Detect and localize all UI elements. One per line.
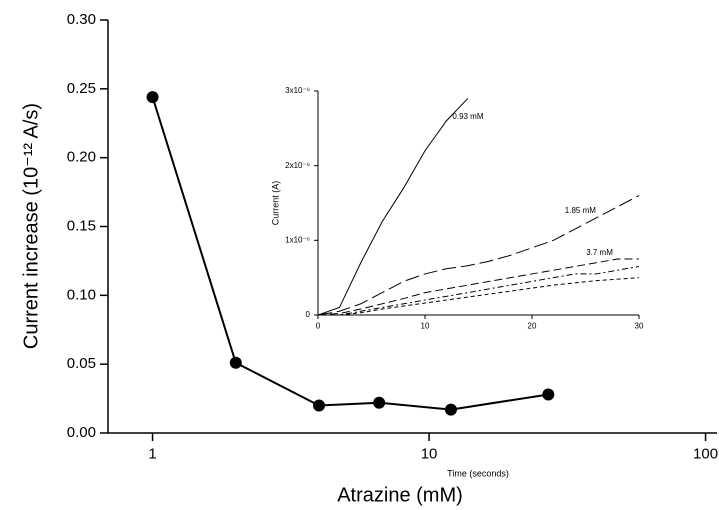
y-tick-label: 0.05 — [67, 355, 96, 372]
marker — [313, 399, 326, 412]
y-tick-label: 0.15 — [67, 217, 96, 234]
marker — [146, 91, 159, 104]
line — [318, 98, 469, 315]
marker — [373, 396, 386, 409]
y-tick-label: 0.10 — [67, 286, 96, 303]
x-tick-label: 100 — [693, 445, 718, 462]
marker — [444, 403, 457, 416]
y-tick-label: 0.20 — [67, 149, 96, 166]
y-tick-label: 0.25 — [67, 80, 96, 97]
series-label: 3.7 mM — [586, 248, 613, 257]
y-axis-label: Current increase (10⁻¹² A/s) — [20, 103, 42, 349]
x-tick-label: 0 — [316, 321, 321, 330]
y-tick-label: 1x10⁻⁶ — [285, 235, 310, 244]
line — [318, 265, 639, 315]
line — [151, 96, 549, 411]
x-tick-label: 20 — [528, 321, 537, 330]
marker — [542, 388, 555, 401]
y-tick-label: 0.30 — [67, 11, 96, 28]
y-tick-label: 2x10⁻⁶ — [285, 161, 310, 170]
y-tick-label: 0.00 — [67, 424, 96, 441]
y-tick-label: 3x10⁻⁶ — [285, 86, 310, 95]
line — [318, 258, 639, 315]
x-tick-label: 30 — [635, 321, 644, 330]
y-tick-label: 0 — [306, 310, 311, 319]
marker — [229, 356, 242, 369]
x-tick-label: 10 — [421, 321, 430, 330]
inset-y-axis-label: Current (A) — [270, 181, 280, 226]
x-tick-label: 10 — [421, 445, 438, 462]
inset-x-axis-label: Time (seconds) — [447, 468, 509, 478]
x-tick-label: 1 — [148, 445, 156, 462]
x-axis-label: Atrazine (mM) — [337, 484, 463, 506]
series-label: 0.93 mM — [452, 112, 483, 121]
series-label: 1.85 mM — [565, 206, 596, 215]
line — [318, 277, 639, 315]
